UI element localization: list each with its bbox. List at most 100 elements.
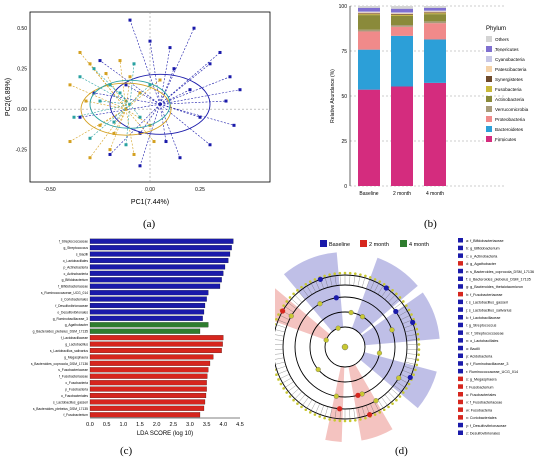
cladogram-node [383,285,389,291]
lda-xlabel: LDA SCORE (log 10) [137,431,193,437]
cladogram-node [313,413,317,416]
lda-bar [89,360,211,366]
lda-category-label: f_Streptococcaceae [59,240,88,244]
lda-bar [89,412,201,418]
cladogram-legend-swatch [320,240,327,247]
cladogram-branch [405,328,417,333]
lda-bar [89,257,229,264]
cladogram-node [391,289,394,292]
cladogram-node [359,418,362,421]
lda-bar [89,341,223,347]
abundance-legend-label: Cyanobacteria [495,57,525,62]
pcoa-spoke [119,92,131,105]
cladogram-branch [283,381,294,389]
cladogram-branch [377,284,385,295]
cladogram-branch [289,388,300,397]
cladogram-branch [387,293,397,303]
cladogram-clade-shading [325,366,345,442]
cladogram-node [398,296,402,299]
lda-category-label: f_Desulfovibrionaceae [55,304,88,308]
cladogram-taxon-label: l: g_Streptococcus [466,324,496,328]
cladogram-node [277,313,280,316]
pcoa-spoke [125,108,155,142]
abundance-bar-segment [358,29,380,32]
cladogram-branch [366,277,371,289]
cladogram-legend-swatch [360,240,367,247]
lda-category-label: g_Bacteroides_plebeius_DSM_17135 [33,330,89,334]
cladogram-branch [353,408,356,421]
cladogram-branch [276,319,288,324]
cladogram-taxon-label: s: g_Megasphaera [466,378,497,382]
cladogram-node [300,285,303,289]
panel-label-a: (a) [143,218,156,230]
cladogram-branch [361,406,366,419]
cladogram-branch [406,357,418,360]
pcoa-point [148,39,152,43]
pcoa-point [124,83,128,87]
cladogram-branch [289,297,300,306]
pcoa-point [92,91,96,95]
pcoa-spoke [113,109,127,134]
abundance-ytick: 50 [341,94,347,100]
cladogram-node [273,368,276,372]
lda-xtick: 3.5 [203,422,211,428]
pcoa-spoke [89,108,127,158]
pcoa-spoke [139,104,161,134]
cladogram-taxon-swatch [458,361,463,366]
abundance-legend-label: Actinobacteria [495,97,525,102]
pcoa-point [72,115,76,119]
cladogram-ring [294,296,396,398]
abundance-legend-swatch [486,96,492,102]
pcoa-xtick: 0.00 [145,187,155,193]
pcoa-spoke [69,108,127,142]
lda-bar [89,277,222,283]
cladogram-node [410,319,416,325]
lda-panel: f_Streptococcaceae g_Streptococcus s_Bacil… [0,232,275,462]
cladogram-node [338,419,342,423]
cladogram-node [275,317,278,321]
cladogram-branch [334,408,337,421]
cladogram-node [288,313,294,319]
cladogram-node [407,382,411,386]
abundance-legend-swatch [486,116,492,122]
cladogram-taxon-swatch [458,253,463,258]
cladogram-taxon-swatch [458,338,463,343]
pcoa-point [124,99,128,103]
cladogram-branch [393,301,404,309]
lda-category-label: s_Bacteroides_coprocola_DSM_17136 [31,362,88,366]
abundance-ylabel: Relative Abundance (%) [330,69,336,123]
abundance-bar-segment [358,15,380,30]
cladogram-node [417,348,421,351]
cladogram-node [387,405,390,409]
abundance-bar-segment [424,6,446,8]
cladogram-branch [349,273,351,286]
lda-bar [89,392,207,399]
cladogram-node [336,406,343,412]
cladogram-node [378,411,382,414]
cladogram-taxon-swatch [458,415,463,420]
cladogram-taxon-swatch [458,245,463,251]
cladogram-node [300,405,303,409]
pcoa-spoke [125,84,161,105]
cladogram-node [396,375,402,381]
pcoa-spoke [139,104,161,166]
abundance-xtick: 2 month [393,191,411,197]
pcoa-xtick: 0.25 [195,187,205,193]
cladogram-branch [400,314,412,320]
abundance-bar-segment [391,8,413,13]
pcoa-point [78,115,82,119]
cladogram-node [393,308,399,315]
cladogram-taxon-swatch [458,376,463,382]
pcoa-point [88,156,92,160]
lda-category-label: o_Fusobacteriales [61,394,88,398]
cladogram-clade-shading [348,364,393,441]
cladogram-taxon-label: w: Fusobacteria [466,408,493,412]
cladogram-taxon-swatch [458,299,463,305]
cladogram-node [367,412,373,418]
cladogram-node [382,282,386,286]
cladogram-branch [339,273,341,286]
pcoa-point [232,123,236,127]
lda-xtick: 2.5 [170,422,178,428]
pcoa-point [224,99,228,103]
cladogram-taxon-swatch [458,330,463,335]
